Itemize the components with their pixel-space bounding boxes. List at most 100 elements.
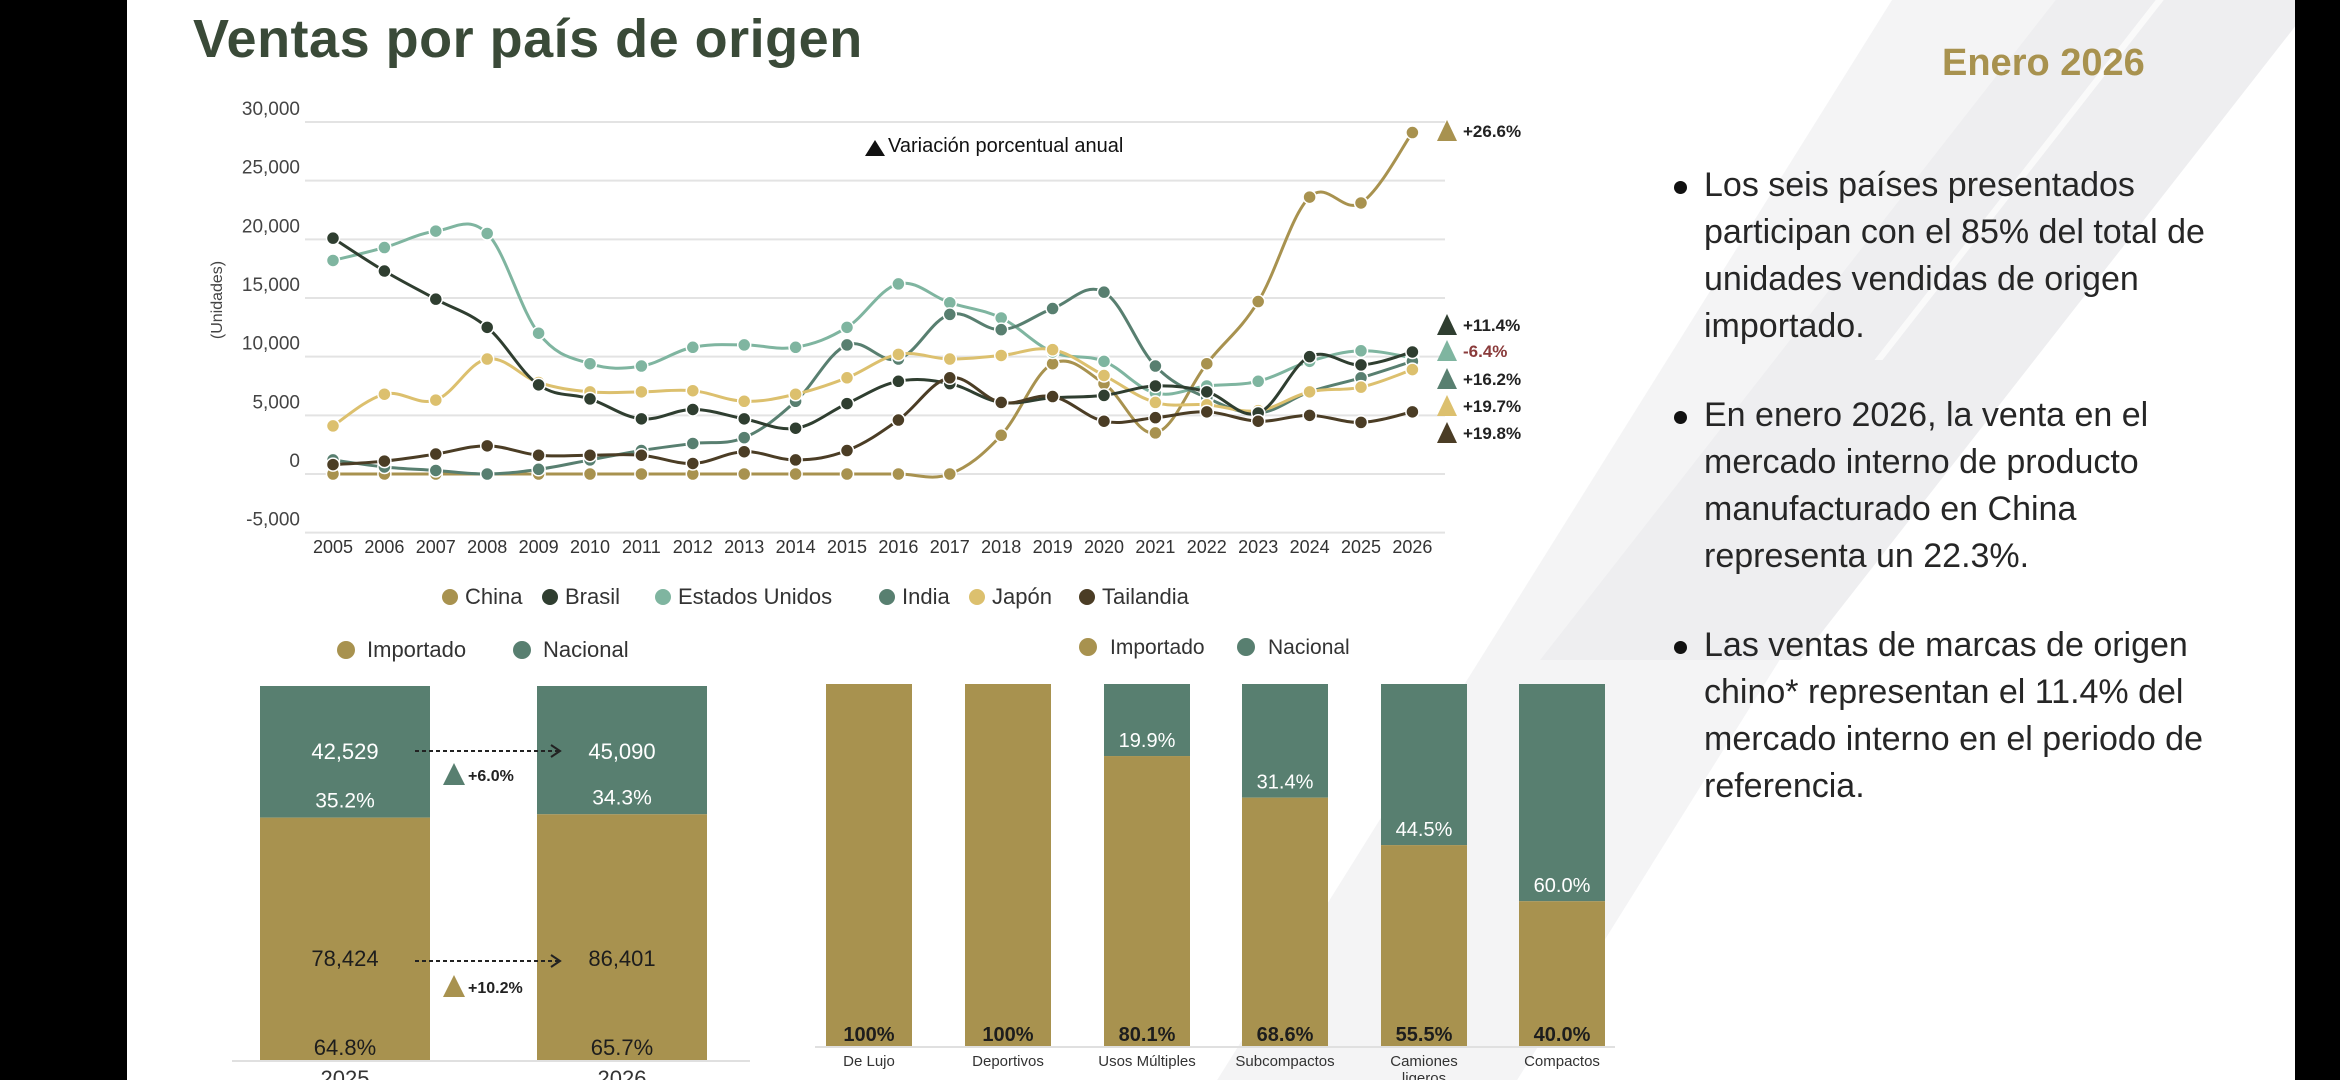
bullet-list: Los seis países presentados participan c…	[1674, 162, 2234, 852]
x-tick-label: 2025	[321, 1066, 370, 1080]
bullet-item: En enero 2026, la venta en el mercado in…	[1674, 392, 2234, 580]
x-tick-label: 2023	[1238, 537, 1278, 557]
x-tick-label: 2012	[673, 537, 713, 557]
bullet-text: En enero 2026, la venta en el mercado in…	[1704, 396, 2149, 575]
bullet-icon	[1674, 411, 1687, 424]
period-label: Enero 2026	[1942, 42, 2145, 84]
bar-segment-importado	[1519, 901, 1605, 1046]
bar-share-label: 65.7%	[591, 1035, 653, 1060]
x-tick-label: 2007	[416, 537, 456, 557]
data-point-jap-n	[377, 386, 392, 402]
variation-label: +16.2%	[1463, 370, 1521, 389]
data-point-estados-unidos	[839, 320, 855, 335]
x-tick-label: 2025	[1341, 537, 1381, 557]
data-point-tailandia	[788, 452, 803, 468]
legend-swatch	[879, 589, 895, 605]
x-tick-label: 2015	[827, 537, 867, 557]
data-point-jap-n	[1302, 384, 1317, 400]
data-point-jap-n	[1405, 362, 1420, 377]
legend-swatch	[337, 641, 355, 659]
data-point-estados-unidos	[582, 356, 598, 371]
legend-label: Importado	[367, 637, 466, 662]
data-point-jap-n	[479, 351, 495, 367]
data-point-india	[479, 466, 495, 482]
data-point-brasil	[736, 411, 752, 427]
triangle-up-icon	[443, 763, 465, 785]
triangle-up-icon	[443, 975, 465, 997]
data-point-china	[1302, 189, 1317, 205]
data-point-india	[993, 322, 1009, 337]
x-tick-label: 2022	[1187, 537, 1227, 557]
data-point-estados-unidos	[531, 325, 546, 341]
data-point-jap-n	[428, 392, 444, 408]
data-point-brasil	[479, 320, 495, 335]
line-chart: -5,000 0 5,000 10,000 15,000 20,000 25,000 30,0…	[209, 99, 1615, 1080]
data-point-estados-unidos	[685, 340, 701, 355]
bar-share-label: 55.5%	[1396, 1024, 1453, 1046]
bar-share-label: 68.6%	[1257, 1024, 1314, 1046]
data-point-china	[839, 466, 855, 482]
data-point-brasil	[1096, 388, 1112, 403]
x-tick-label: De Lujo	[843, 1053, 895, 1070]
data-point-india	[531, 462, 546, 477]
bar-value-label: 45,090	[588, 739, 655, 764]
legend-swatch	[655, 589, 671, 605]
data-point-tailandia	[685, 456, 701, 471]
data-point-india	[1045, 301, 1060, 316]
legend-label: Nacional	[1268, 636, 1350, 659]
legend-label: China	[465, 584, 523, 609]
variation-label: +11.4%	[1463, 316, 1520, 335]
variation-label: +19.8%	[1463, 424, 1521, 443]
change-label: +10.2%	[468, 980, 523, 997]
data-point-india	[428, 463, 444, 478]
data-point-jap-n	[891, 347, 906, 362]
data-point-china	[582, 466, 598, 482]
data-point-jap-n	[788, 386, 803, 402]
x-tick-label: 2026	[1392, 537, 1432, 557]
data-point-brasil	[1148, 378, 1163, 394]
data-point-brasil	[1199, 384, 1215, 400]
legend-label: India	[902, 584, 950, 609]
legend-swatch	[969, 589, 985, 605]
y-tick-label: 10,000	[242, 334, 300, 355]
data-point-estados-unidos	[1353, 343, 1369, 359]
legend-label: Nacional	[543, 637, 629, 662]
data-point-brasil	[788, 420, 803, 436]
bar-value-label: 86,401	[588, 946, 655, 971]
series-line-brasil	[332, 236, 1413, 431]
y-tick-label: 25,000	[242, 158, 300, 179]
data-point-tailandia	[634, 447, 649, 463]
data-point-estados-unidos	[788, 340, 803, 355]
data-point-brasil	[891, 374, 906, 389]
data-point-china	[1148, 425, 1163, 441]
x-tick-label: Compactos	[1524, 1053, 1600, 1070]
data-point-estados-unidos	[325, 253, 341, 268]
bar-share-label: 44.5%	[1396, 819, 1453, 841]
legend-swatch	[542, 589, 558, 605]
x-tick-label: 2014	[776, 537, 816, 557]
legend-label: Japón	[992, 584, 1052, 609]
triangle-up-icon	[1437, 395, 1457, 416]
legend-swatch	[1237, 638, 1255, 656]
bar-segment-nacional	[1381, 684, 1467, 846]
x-tick-label: 2018	[981, 537, 1021, 557]
legend-label: Tailandia	[1102, 584, 1190, 609]
bar-segment-nacional	[1242, 684, 1328, 798]
data-point-china	[736, 466, 752, 482]
data-point-india	[685, 436, 701, 451]
bar-value-label: 78,424	[311, 946, 378, 971]
bar-segment-importado	[1242, 797, 1328, 1046]
bar-segment-importado	[826, 684, 912, 1046]
data-point-india	[1096, 284, 1112, 300]
data-point-brasil	[582, 391, 598, 407]
data-point-tailandia	[1096, 413, 1112, 429]
data-point-china	[1250, 294, 1266, 309]
data-point-china	[891, 466, 906, 482]
data-point-jap-n	[634, 384, 649, 400]
data-point-estados-unidos	[428, 223, 444, 239]
data-point-china	[788, 466, 803, 482]
data-point-jap-n	[1096, 368, 1112, 383]
data-point-estados-unidos	[891, 276, 906, 292]
x-tick-label: Usos Múltiples	[1098, 1053, 1196, 1070]
legend-swatch	[1079, 638, 1097, 656]
